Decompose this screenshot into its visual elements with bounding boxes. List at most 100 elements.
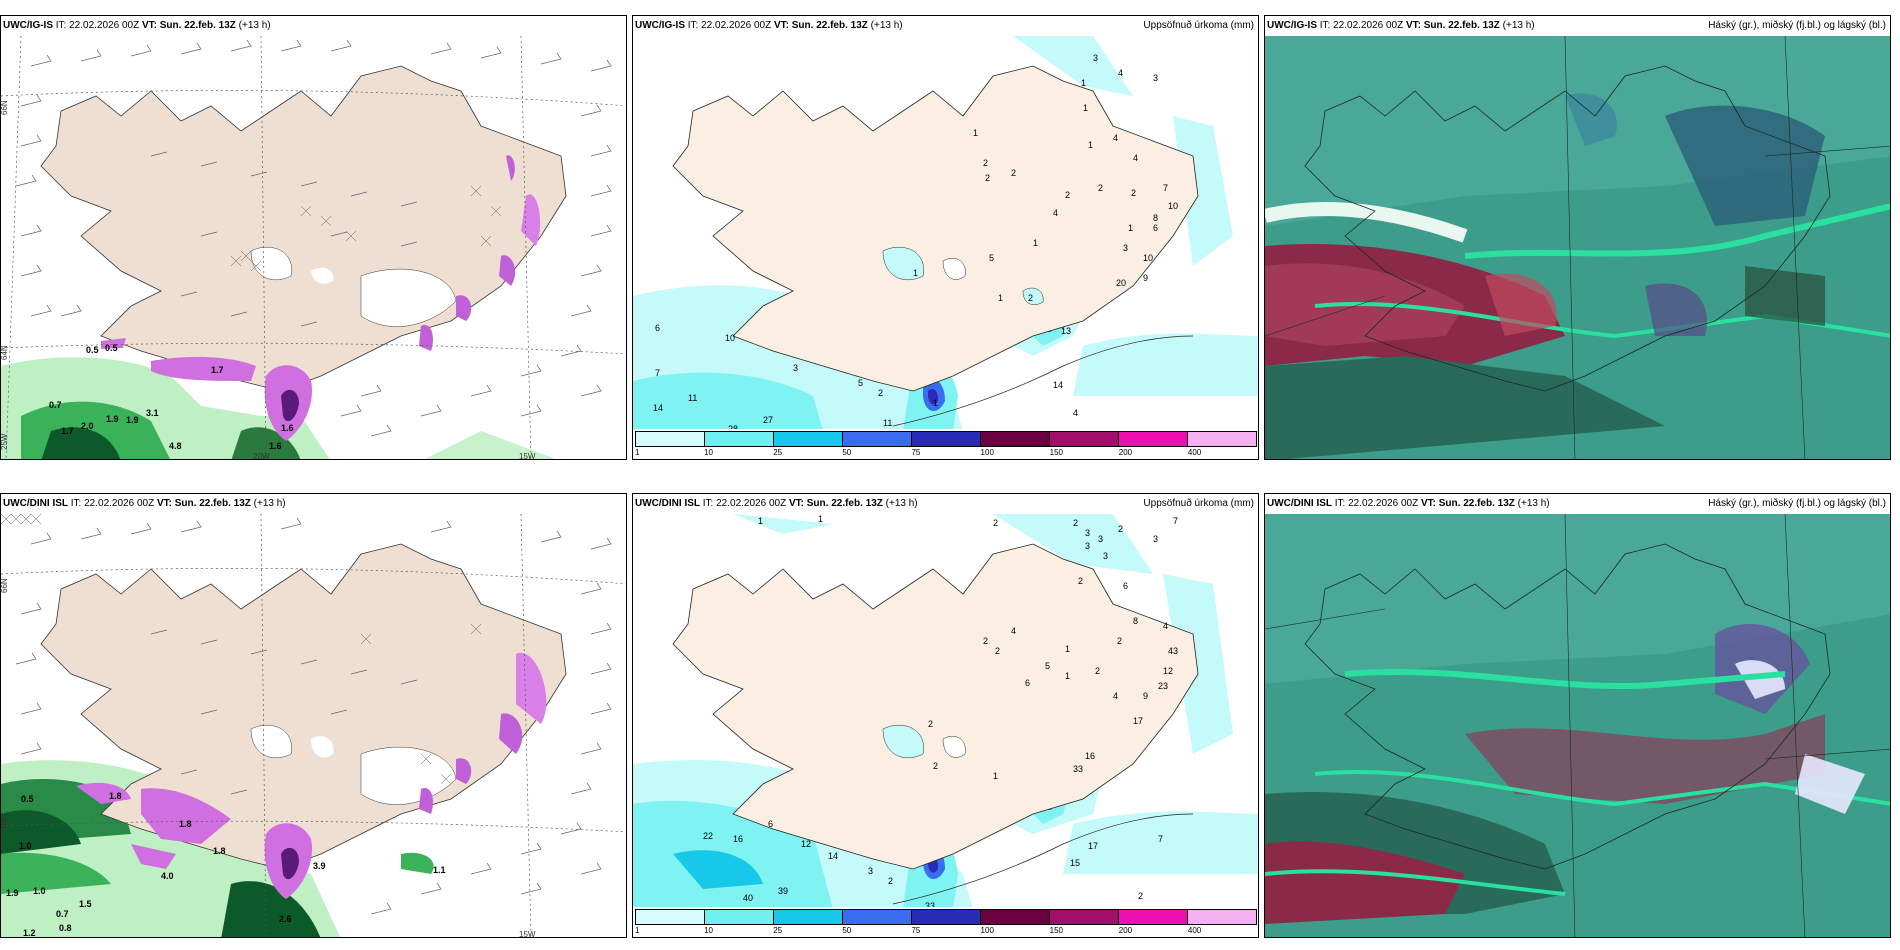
- svg-text:2: 2: [878, 388, 883, 398]
- svg-text:10: 10: [1168, 201, 1178, 211]
- value-label: 0.5: [86, 345, 99, 355]
- svg-text:6: 6: [1123, 581, 1128, 591]
- panel-dini-accum-precip: UWC/DINI ISL IT: 22.02.2026 00Z VT: Sun.…: [632, 493, 1259, 938]
- svg-text:23: 23: [1158, 681, 1168, 691]
- legend-swatch: [705, 910, 774, 924]
- panel-ig-accum-precip: UWC/IG-IS IT: 22.02.2026 00Z VT: Sun. 22…: [632, 15, 1259, 460]
- svg-text:1: 1: [933, 398, 938, 408]
- lon-label: 15W: [519, 452, 536, 460]
- svg-text:1: 1: [1081, 78, 1086, 88]
- svg-text:16: 16: [1085, 751, 1095, 761]
- wind-barbs: [15, 39, 612, 437]
- svg-text:4: 4: [1011, 626, 1016, 636]
- value-label: 1.0: [33, 886, 46, 896]
- svg-text:2: 2: [888, 876, 893, 886]
- svg-text:12: 12: [801, 839, 811, 849]
- svg-text:17: 17: [1088, 841, 1098, 851]
- legend-swatch: [912, 432, 981, 446]
- lon-label: 20W: [253, 452, 270, 460]
- svg-text:8: 8: [1133, 616, 1138, 626]
- panel-right-title: Háský (gr.), miðský (fj.bl.) og lágský (…: [1708, 20, 1886, 31]
- svg-text:2: 2: [1138, 891, 1143, 901]
- svg-text:2: 2: [983, 158, 988, 168]
- svg-text:2: 2: [1011, 168, 1016, 178]
- legend-tick: 75: [911, 448, 921, 457]
- svg-text:33: 33: [925, 901, 935, 911]
- legend-swatch: [1050, 432, 1119, 446]
- legend-tick: 25: [773, 448, 783, 457]
- svg-text:6: 6: [1025, 678, 1030, 688]
- svg-text:15: 15: [1070, 858, 1080, 868]
- precip-legend: 1 10 25 50 75 100 150 200 400: [633, 429, 1258, 459]
- svg-text:2: 2: [1078, 576, 1083, 586]
- svg-text:9: 9: [1143, 691, 1148, 701]
- svg-text:17: 17: [1133, 716, 1143, 726]
- lat-label: 64N: [1, 345, 9, 360]
- value-label: 2.6: [279, 914, 292, 924]
- lat-label: 25W: [1, 433, 9, 450]
- svg-text:2: 2: [928, 719, 933, 729]
- svg-text:11: 11: [688, 393, 697, 403]
- legend-swatch: [1119, 910, 1188, 924]
- legend-swatch: [981, 910, 1050, 924]
- value-label: 1.9: [6, 888, 19, 898]
- legend-tick: 10: [704, 448, 714, 457]
- svg-text:5: 5: [1045, 661, 1050, 671]
- legend-swatch: [774, 432, 843, 446]
- svg-text:43: 43: [1168, 646, 1178, 656]
- svg-text:2: 2: [983, 636, 988, 646]
- value-label: 1.8: [109, 791, 122, 801]
- panel-ig-clouds: UWC/IG-IS IT: 22.02.2026 00Z VT: Sun. 22…: [1264, 15, 1891, 460]
- legend-tick: 400: [1187, 448, 1202, 457]
- lon-label: 15W: [519, 930, 536, 938]
- legend-swatch: [912, 910, 981, 924]
- panel-dini-clouds: UWC/DINI ISL IT: 22.02.2026 00Z VT: Sun.…: [1264, 493, 1891, 938]
- svg-text:2: 2: [933, 761, 938, 771]
- legend-tick: 100: [980, 448, 994, 457]
- svg-text:10: 10: [1143, 253, 1153, 263]
- svg-text:1: 1: [1065, 671, 1070, 681]
- svg-text:5: 5: [858, 378, 863, 388]
- svg-text:27: 27: [763, 415, 773, 425]
- precip-type-map: 0.5 1.0 1.8 1.0 1.9 1.5 0.7 0.8 1.2 1.8 …: [1, 514, 626, 938]
- svg-text:5: 5: [989, 253, 994, 263]
- legend-swatch: [1050, 910, 1119, 924]
- svg-text:20: 20: [1116, 278, 1126, 288]
- precip-type-map: 0.5 0.5 1.7 1.6 0.7 2.0 1.9 3.1 1.7 1.9 …: [1, 36, 626, 460]
- value-label: 3.9: [313, 861, 326, 871]
- svg-text:3: 3: [1123, 243, 1128, 253]
- value-label: 4.0: [161, 871, 174, 881]
- value-label: 1.6: [281, 423, 294, 433]
- cloud-cover-map: [1265, 36, 1890, 459]
- svg-text:4: 4: [1113, 691, 1118, 701]
- svg-text:2: 2: [1028, 293, 1033, 303]
- lat-label: 66N: [1, 578, 9, 593]
- legend-swatch: [636, 910, 705, 924]
- svg-text:3: 3: [868, 866, 873, 876]
- svg-text:1: 1: [1083, 103, 1088, 113]
- value-label: 1.9: [126, 415, 139, 425]
- legend-tick: 400: [1187, 926, 1202, 935]
- svg-text:6: 6: [768, 819, 773, 829]
- value-label: 0.8: [59, 923, 72, 933]
- value-label: 1.8: [179, 819, 192, 829]
- svg-text:3: 3: [1085, 541, 1090, 551]
- svg-text:39: 39: [778, 886, 788, 896]
- legend-tick: 200: [1118, 448, 1133, 457]
- legend-swatch: [843, 910, 912, 924]
- svg-text:3: 3: [1098, 534, 1103, 544]
- svg-text:16: 16: [733, 834, 743, 844]
- svg-text:7: 7: [1163, 183, 1168, 193]
- panel-header: UWC/DINI ISL IT: 22.02.2026 00Z VT: Sun.…: [3, 498, 286, 509]
- panel-right-title: Uppsöfnuð úrkoma (mm): [1143, 20, 1254, 31]
- panel-right-title: Uppsöfnuð úrkoma (mm): [1143, 498, 1254, 509]
- svg-text:4: 4: [1073, 408, 1078, 418]
- panel-right-title: Háský (gr.), miðský (fj.bl.) og lágský (…: [1708, 498, 1886, 509]
- svg-text:12: 12: [1163, 666, 1173, 676]
- value-label: 0.5: [21, 794, 34, 804]
- value-label: 4.8: [169, 441, 182, 451]
- lat-label: 64N: [1, 813, 9, 828]
- value-label: 1.1: [433, 865, 446, 875]
- svg-text:2: 2: [1073, 518, 1078, 528]
